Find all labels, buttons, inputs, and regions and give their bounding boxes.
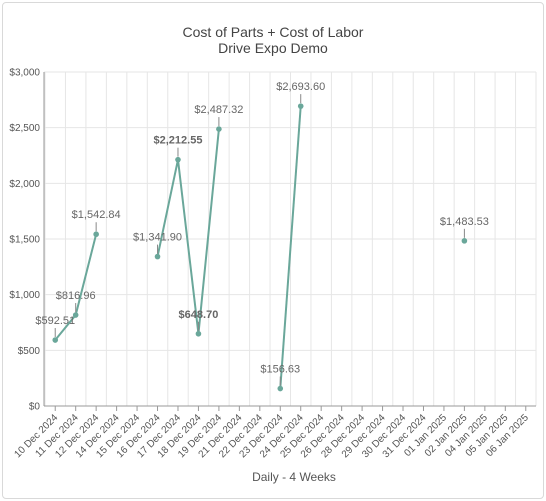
data-label: $2,693.60 [276, 81, 325, 93]
data-label: $816.96 [56, 290, 96, 302]
data-point[interactable] [297, 103, 304, 109]
data-label: $2,212.55 [154, 135, 203, 147]
chart-title: Cost of Parts + Cost of Labor [183, 24, 364, 40]
chart-subtitle: Drive Expo Demo [218, 40, 328, 56]
data-point[interactable] [93, 231, 99, 238]
series-line [156, 128, 220, 334]
y-tick-label: $3,000 [9, 68, 40, 79]
data-label: $1,542.84 [72, 209, 121, 221]
data-point[interactable] [216, 126, 222, 132]
data-label: $156.63 [260, 364, 300, 376]
grid-layer [44, 71, 537, 407]
data-point[interactable] [461, 238, 468, 244]
x-axis-label: Daily - 4 Weeks [252, 470, 336, 484]
data-point[interactable] [277, 385, 284, 392]
data-label: $592.51 [35, 315, 75, 327]
y-tick-label: $1,000 [9, 290, 40, 301]
y-tick-label: $2,000 [9, 179, 40, 190]
y-tick-label: $500 [18, 346, 41, 357]
data-point[interactable] [72, 312, 79, 318]
y-tick-label: $1,500 [9, 235, 40, 246]
y-tick-label: $0 [29, 402, 41, 413]
data-label: $1,341.90 [133, 232, 182, 244]
series-layer [52, 103, 468, 392]
data-point[interactable] [52, 337, 59, 343]
data-point[interactable] [195, 330, 202, 337]
y-tick-label: $2,500 [9, 123, 40, 134]
data-label-layer: $592.51 $816.96 $1,542.84 $1,341.90 $2,212.5… [35, 81, 489, 386]
series-line [279, 106, 302, 389]
data-label: $1,483.53 [440, 216, 489, 228]
data-label: $2,487.32 [194, 104, 243, 116]
data-label: $648.70 [179, 309, 219, 321]
data-point[interactable] [154, 253, 161, 260]
data-point[interactable] [175, 156, 181, 163]
